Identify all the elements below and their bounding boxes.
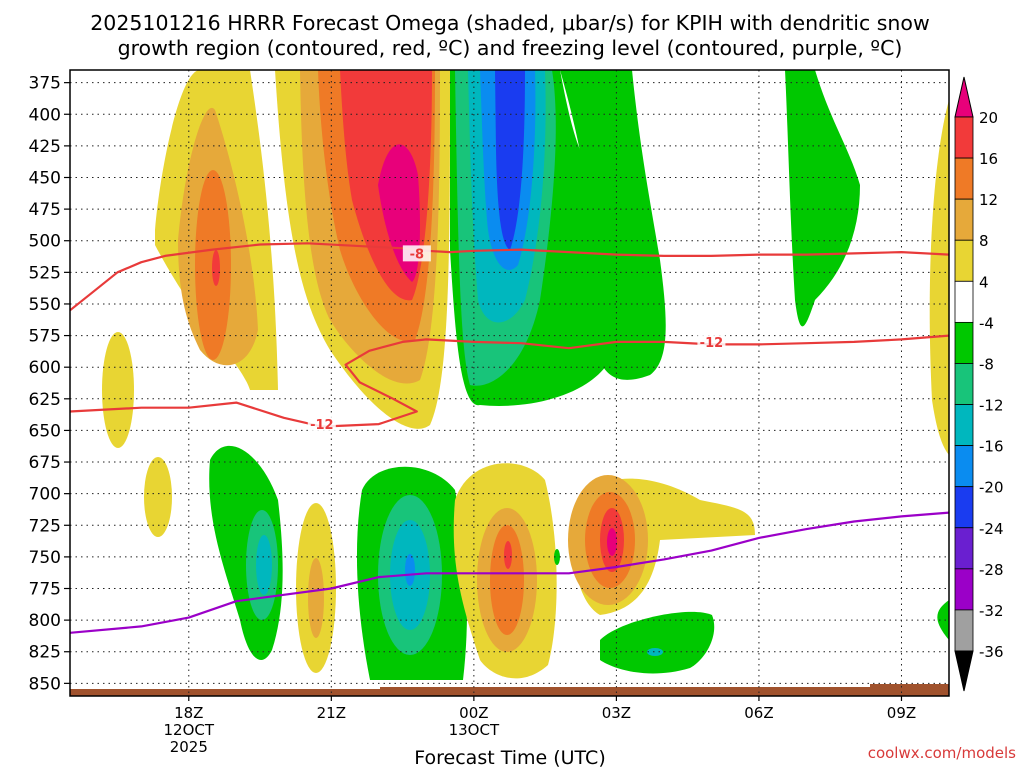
colorbar-label: -4 — [979, 314, 994, 332]
contour-label: -12 — [700, 336, 724, 351]
colorbar-label: -24 — [979, 520, 1004, 538]
y-tick-label: 825 — [29, 643, 61, 663]
colorbar-label: -20 — [979, 479, 1004, 497]
x-tick-label: 12OCT — [164, 721, 215, 739]
colorbar-swatch — [954, 609, 974, 652]
colorbar-label: 8 — [979, 232, 989, 250]
y-tick-label: 500 — [29, 232, 61, 252]
y-tick-label: 750 — [29, 548, 61, 568]
omega-neg12-i — [647, 648, 663, 656]
y-tick-label: 725 — [29, 516, 61, 536]
y-tick-label: 850 — [29, 674, 61, 694]
y-tick-label: 525 — [29, 263, 61, 283]
x-tick-label: 2025 — [170, 738, 208, 756]
y-tick-label: 775 — [29, 580, 61, 600]
colorbar-label: -16 — [979, 438, 1004, 456]
y-tick-label: 625 — [29, 390, 61, 410]
contour-label-bg — [402, 245, 431, 262]
x-tick-label: 03Z — [602, 704, 631, 722]
y-tick-label: 600 — [29, 358, 61, 378]
grid — [70, 70, 949, 696]
colorbar-swatch — [954, 321, 974, 364]
omega-pos16-a — [212, 250, 220, 286]
omega-pos4-edge — [929, 100, 949, 455]
freezing-level-line — [69, 511, 950, 634]
colorbar-top-arrow — [954, 76, 974, 118]
chart-title-line1: 2025101216 HRRR Forecast Omega (shaded, … — [90, 11, 929, 35]
colorbar-swatch — [954, 568, 974, 611]
omega-pos4-c — [102, 332, 134, 448]
colorbar-label: 16 — [979, 150, 998, 168]
colorbar-bottom-arrow — [954, 650, 974, 692]
y-tick-label: 675 — [29, 453, 61, 473]
omega-pos8-e — [308, 558, 324, 638]
x-tick-label: 06Z — [744, 704, 773, 722]
terrain-strip — [70, 684, 949, 696]
colorbar-label: 4 — [979, 273, 989, 291]
colorbar-label: -8 — [979, 355, 994, 373]
colorbar-swatch — [954, 363, 974, 405]
shading-layer — [70, 70, 949, 696]
y-tick-label: 650 — [29, 421, 61, 441]
colorbar-swatch — [954, 486, 974, 529]
isotherm-minus12-line — [69, 334, 950, 428]
omega-neg16-f — [405, 554, 415, 586]
contour-label: -12 — [310, 418, 334, 433]
colorbar-label: -28 — [979, 561, 1004, 579]
omega-shading — [70, 70, 949, 696]
omega-neg4-k — [937, 600, 949, 640]
plot-frame — [69, 69, 950, 697]
isotherm-minus8-line — [69, 242, 950, 312]
x-tick-label: 21Z — [317, 704, 346, 722]
y-tick-label: 800 — [29, 611, 61, 631]
colorbar-swatch — [954, 280, 974, 323]
chart-title-line2: growth region (contoured, red, ºC) and f… — [118, 36, 903, 60]
contour-label: -8 — [410, 247, 424, 262]
omega-pos12-g — [490, 525, 524, 635]
x-tick-label: 13OCT — [449, 721, 500, 739]
contours: -8 -12 -12 — [69, 242, 950, 634]
y-tick-label: 700 — [29, 485, 61, 505]
omega-neg12-d — [256, 535, 272, 595]
omega-neg4-i — [600, 611, 715, 674]
y-tick-label: 375 — [29, 74, 61, 94]
colorbar-swatch — [954, 239, 974, 282]
colorbar-label: 20 — [979, 109, 998, 127]
colorbar-label: -32 — [979, 602, 1004, 620]
contour-label-bg — [697, 333, 726, 350]
contour-label-bg — [307, 416, 336, 433]
colorbar-label: -12 — [979, 397, 1004, 415]
y-tick-label: 575 — [29, 327, 61, 347]
y-tick-label: 425 — [29, 137, 61, 157]
colorbar-label: 12 — [979, 191, 998, 209]
omega-neg4-c — [785, 70, 860, 327]
colorbar: 20 16 12 8 4 -4 -8 -12 -16 -20 -24 -28 -32 -36 — [954, 76, 1004, 692]
colorbar-label: -36 — [979, 643, 1004, 661]
colorbar-swatch — [954, 157, 974, 200]
colorbar-swatch — [954, 445, 974, 488]
y-tick-label: 475 — [29, 200, 61, 220]
y-tick-label: 400 — [29, 105, 61, 125]
y-axis: 375 400 425 450 475 500 525 550 575 600 625 650 675 7… — [29, 74, 70, 694]
omega-pos16-g — [504, 541, 512, 569]
omega-neg4-b — [560, 70, 666, 380]
y-tick-label: 450 — [29, 168, 61, 188]
colorbar-swatch — [954, 198, 974, 241]
x-tick-label: 18Z — [174, 704, 203, 722]
x-tick-label: 00Z — [459, 704, 488, 722]
colorbar-swatch — [954, 404, 974, 447]
omega-pos20-h — [607, 528, 617, 556]
colorbar-swatch — [954, 116, 974, 159]
credit-link[interactable]: coolwx.com/models — [868, 744, 1016, 762]
omega-pos4-d — [144, 457, 172, 537]
omega-neg20-a — [495, 70, 525, 250]
x-axis-title: Forecast Time (UTC) — [414, 747, 605, 768]
colorbar-swatch — [954, 527, 974, 570]
y-tick-label: 550 — [29, 295, 61, 315]
x-tick-label: 09Z — [887, 704, 916, 722]
omega-neg4-j — [554, 549, 560, 565]
